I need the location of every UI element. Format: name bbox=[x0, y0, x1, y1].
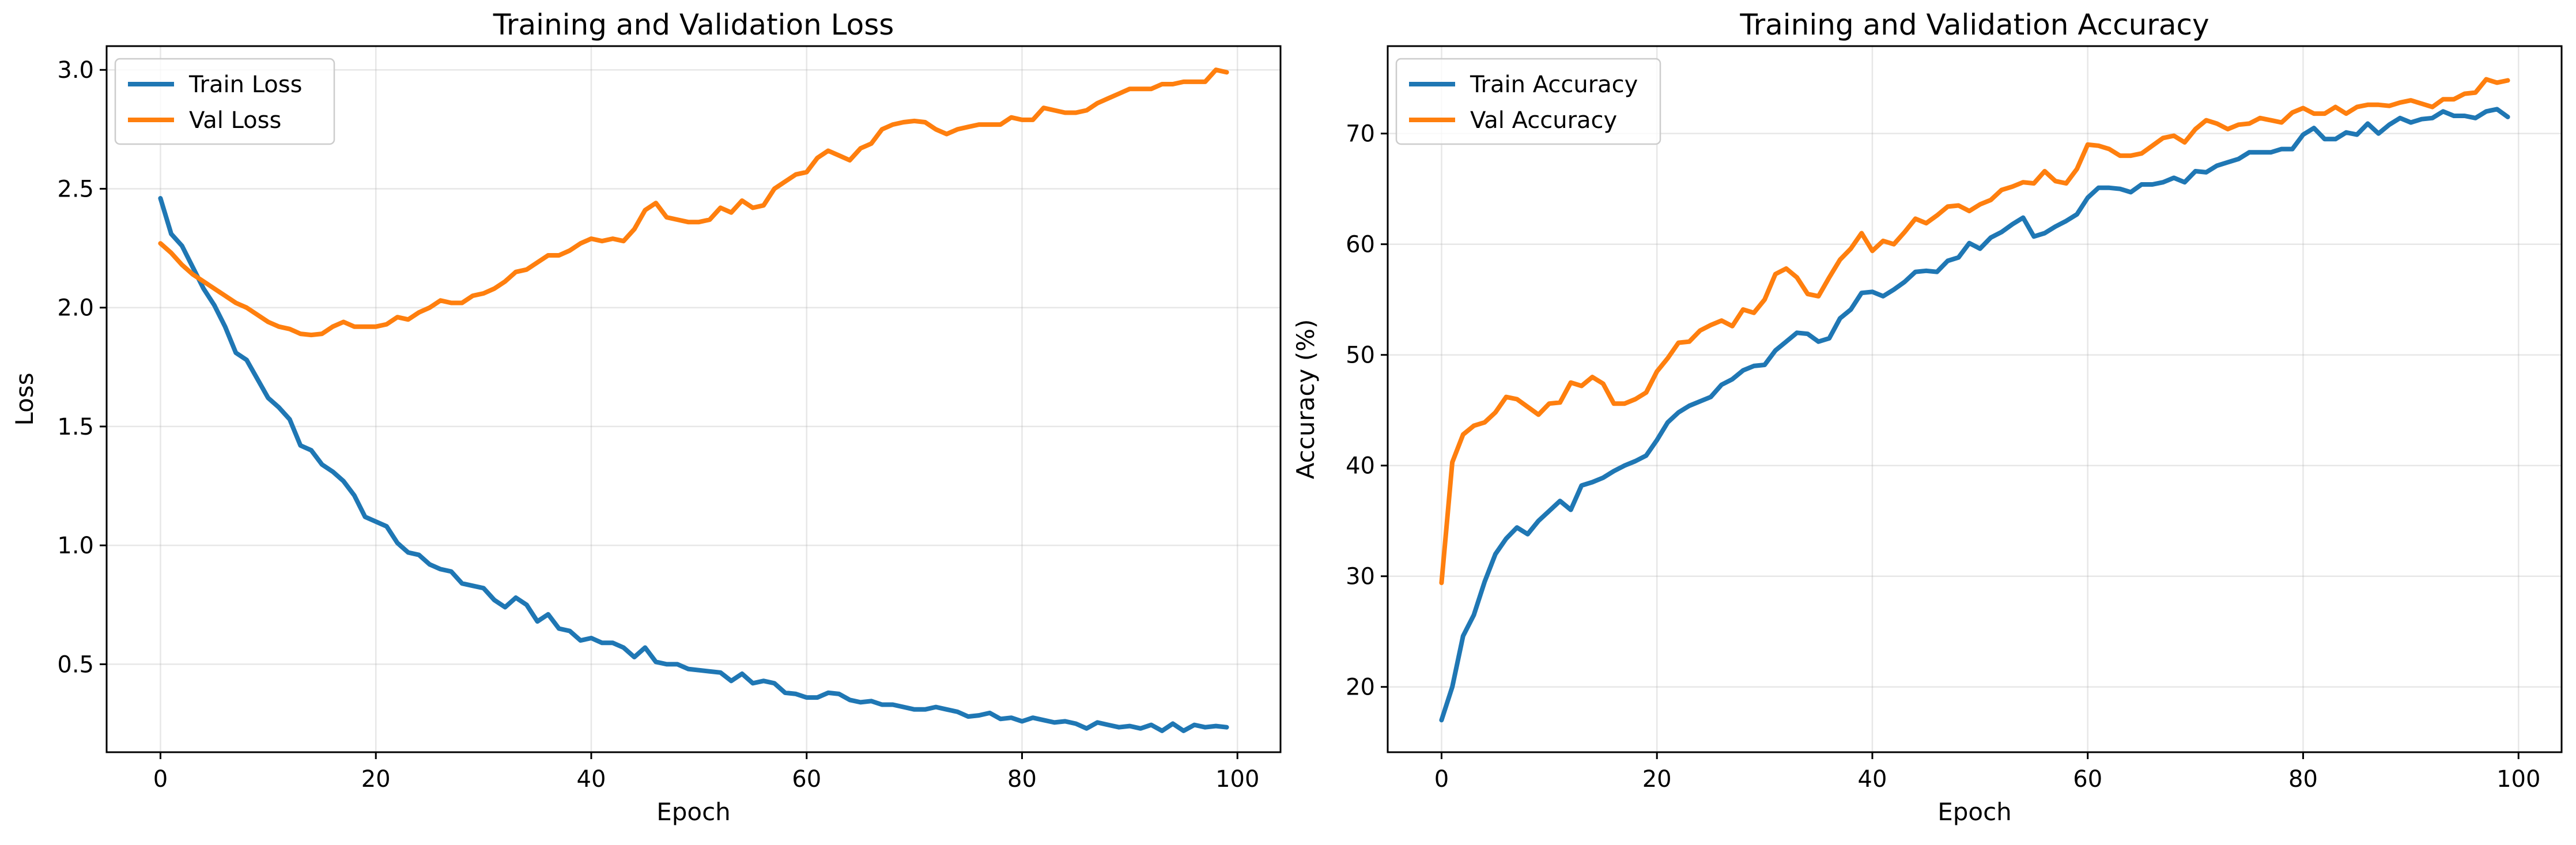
loss-y-tick-label: 0.5 bbox=[57, 651, 94, 678]
series-line-train-loss bbox=[158, 196, 1229, 733]
accuracy-plot-frame bbox=[1387, 45, 2563, 753]
accuracy-series bbox=[1439, 77, 2510, 723]
loss-ticks: 0 20 40 60 80 100 0.5 1.0 1.5 2.0 2.5 3.0 bbox=[57, 57, 1259, 793]
accuracy-x-tick-label: 40 bbox=[1858, 766, 1887, 793]
loss-y-tick-label: 1.5 bbox=[57, 414, 94, 440]
accuracy-y-tick-label: 60 bbox=[1346, 232, 1375, 258]
legend-label-train-loss: Train Loss bbox=[188, 71, 302, 98]
accuracy-x-tick-label: 60 bbox=[2073, 766, 2102, 793]
loss-legend: Train Loss Val Loss bbox=[114, 58, 335, 145]
accuracy-legend: Train Accuracy Val Accuracy bbox=[1395, 58, 1661, 145]
accuracy-y-tick-label: 40 bbox=[1346, 453, 1375, 480]
accuracy-x-tick-label: 20 bbox=[1642, 766, 1672, 793]
loss-x-axis-label: Epoch bbox=[656, 798, 731, 826]
accuracy-x-tick-label: 0 bbox=[1434, 766, 1449, 793]
accuracy-chart-title: Training and Validation Accuracy bbox=[1739, 8, 2209, 42]
loss-gridlines bbox=[107, 46, 1281, 752]
accuracy-y-tick-label: 20 bbox=[1346, 674, 1375, 701]
loss-chart-title: Training and Validation Loss bbox=[493, 8, 894, 42]
legend-label-val-loss: Val Loss bbox=[189, 107, 281, 134]
accuracy-y-tick-label: 50 bbox=[1346, 342, 1375, 369]
accuracy-chart: Training and Validation Accuracy 0 20 40 60… bbox=[1291, 8, 2563, 826]
legend-label-train-accuracy: Train Accuracy bbox=[1470, 71, 1638, 98]
loss-y-tick-label: 1.0 bbox=[57, 533, 94, 559]
series-line-val-loss bbox=[158, 67, 1229, 338]
loss-x-tick-label: 100 bbox=[1215, 766, 1259, 793]
accuracy-y-tick-label: 30 bbox=[1346, 564, 1375, 590]
loss-chart: Training and Validation Loss 0 20 40 60 80 10… bbox=[10, 8, 1282, 826]
loss-x-tick-label: 0 bbox=[153, 766, 168, 793]
loss-plot-frame bbox=[105, 45, 1282, 753]
accuracy-y-tick-label: 70 bbox=[1346, 121, 1375, 148]
accuracy-ticks: 0 20 40 60 80 100 20 30 40 50 60 70 bbox=[1346, 121, 2540, 793]
accuracy-x-axis-label: Epoch bbox=[1937, 798, 2012, 826]
loss-x-tick-label: 40 bbox=[577, 766, 606, 793]
loss-y-tick-label: 2.0 bbox=[57, 295, 94, 322]
loss-y-tick-label: 3.0 bbox=[57, 57, 94, 84]
accuracy-legend-box bbox=[1395, 58, 1661, 145]
loss-x-tick-label: 80 bbox=[1007, 766, 1037, 793]
loss-y-axis-label: Loss bbox=[10, 372, 39, 425]
series-line-train-accuracy bbox=[1439, 107, 2510, 723]
accuracy-x-tick-label: 80 bbox=[2288, 766, 2318, 793]
accuracy-y-axis-label: Accuracy (%) bbox=[1291, 319, 1320, 480]
accuracy-x-tick-label: 100 bbox=[2496, 766, 2540, 793]
loss-x-tick-label: 20 bbox=[361, 766, 391, 793]
legend-label-val-accuracy: Val Accuracy bbox=[1470, 107, 1617, 134]
loss-series bbox=[158, 67, 1229, 733]
loss-x-tick-label: 60 bbox=[792, 766, 821, 793]
loss-y-tick-label: 2.5 bbox=[57, 176, 94, 202]
series-line-val-accuracy bbox=[1439, 77, 2510, 586]
loss-legend-box bbox=[114, 58, 335, 145]
